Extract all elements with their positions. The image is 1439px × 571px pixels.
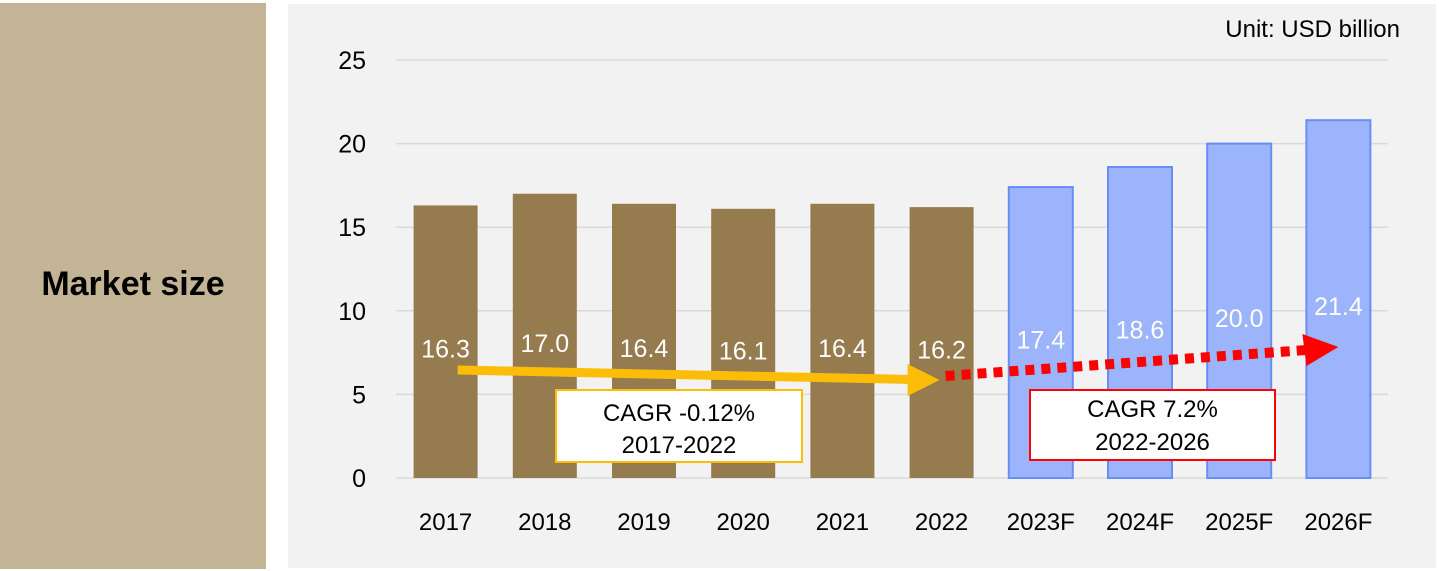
x-tick-label: 2023F	[1007, 509, 1075, 536]
bar-value-label: 17.4	[1016, 327, 1065, 355]
x-tick-label: 2021	[816, 509, 869, 536]
cagr-rate-text: CAGR -0.12%	[603, 400, 755, 427]
bar-value-label: 16.4	[620, 335, 669, 363]
unit-label: Unit: USD billion	[1225, 16, 1400, 43]
cagr-forecast-arrow-shaft	[945, 345, 1307, 381]
cagr-forecast-box-frame	[1029, 389, 1276, 461]
y-tick-label: 15	[338, 214, 366, 242]
cagr-actual-box: CAGR -0.12% 2017-2022	[555, 389, 803, 463]
bar-value-label: 16.4	[818, 335, 867, 363]
bar-value-label: 17.0	[520, 330, 569, 358]
bar-value-label: 16.2	[917, 337, 966, 365]
cagr-forecast-arrow-head	[1302, 334, 1339, 366]
cagr-actual-box-frame	[555, 389, 803, 463]
y-tick-label: 10	[338, 298, 366, 326]
cagr-actual-arrow-head	[907, 364, 940, 396]
cagr-forecast-box: CAGR 7.2% 2022-2026	[1029, 389, 1276, 461]
bar-value-label: 16.3	[421, 336, 470, 364]
cagr-rate-text: CAGR 7.2%	[1087, 396, 1218, 423]
x-tick-label: 2025F	[1205, 509, 1273, 536]
cagr-period-text: 2017-2022	[622, 432, 737, 459]
market-size-chart: Unit: USD billion 0 5 10 15 20 25 16.3 2017 17.0 2…	[338, 16, 1400, 536]
x-tick-label: 2020	[717, 509, 770, 536]
cagr-period-text: 2022-2026	[1095, 429, 1210, 456]
side-panel: Market size	[0, 3, 266, 569]
x-tick-label: 2024F	[1106, 509, 1174, 536]
actual-bar	[413, 205, 478, 479]
bar-value-label: 20.0	[1215, 305, 1264, 333]
cagr-actual-arrow-shaft	[457, 365, 912, 384]
x-tick-label: 2019	[617, 509, 670, 536]
x-tick-label: 2017	[419, 509, 472, 536]
x-tick-label: 2018	[518, 509, 571, 536]
x-tick-label: 2026F	[1304, 509, 1372, 536]
actual-bar	[810, 203, 875, 479]
forecast-bar	[1305, 119, 1372, 480]
bar-value-label: 18.6	[1116, 317, 1165, 345]
side-panel-title: Market size	[41, 264, 225, 303]
y-tick-label: 5	[352, 381, 366, 409]
actual-bar	[909, 207, 974, 479]
y-tick-label: 0	[352, 465, 366, 493]
y-tick-label: 25	[338, 47, 366, 75]
x-tick-label: 2022	[915, 509, 968, 536]
bar-value-label: 21.4	[1314, 293, 1363, 321]
chart-panel: Unit: USD billion 0 5 10 15 20 25 16.3 2017 17.0 2…	[288, 4, 1436, 568]
bar-value-label: 16.1	[719, 337, 768, 365]
y-tick-label: 20	[338, 131, 366, 159]
